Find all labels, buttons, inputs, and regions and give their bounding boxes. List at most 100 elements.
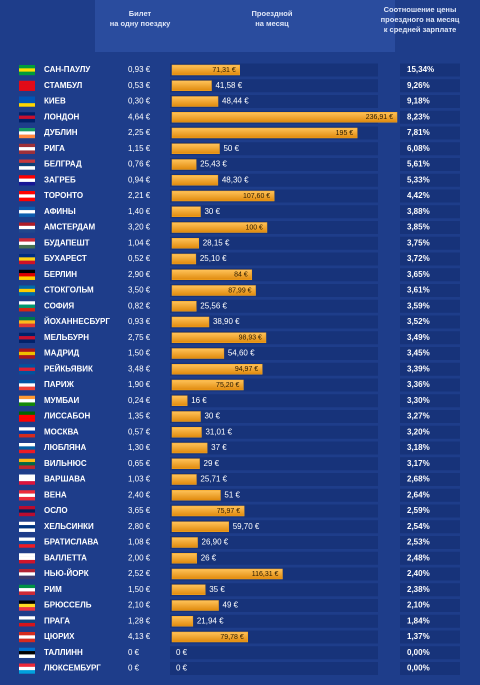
value-label: 100 € [245, 224, 263, 231]
bar [171, 427, 202, 438]
city-label: КИЕВ [44, 97, 66, 106]
value-label: 87,99 € [228, 287, 251, 294]
bar [171, 348, 225, 359]
ticket-price: 0,30 € [128, 97, 151, 106]
value-label: 48,44 € [222, 97, 249, 106]
flag-stripe [19, 654, 35, 658]
bar [171, 127, 358, 139]
ratio-panel [400, 205, 460, 219]
ratio-label: 3,27% [407, 412, 430, 421]
flag-stripe [19, 663, 35, 668]
flag-stripe [19, 99, 35, 104]
ticket-price: 0,52 € [128, 254, 151, 263]
bar [171, 411, 201, 422]
bar [171, 285, 256, 296]
value-label: 116,31 € [252, 571, 279, 578]
value-label: 84 € [234, 272, 248, 279]
flag-stripe [19, 540, 35, 545]
bar [171, 190, 275, 202]
ratio-label: 2,10% [407, 601, 430, 610]
bar [171, 395, 188, 406]
ticket-price: 0,65 € [128, 459, 151, 468]
bar [171, 521, 229, 532]
flag-stripe [19, 175, 35, 179]
ticket-price: 2,52 € [128, 569, 151, 578]
flag-stripe [19, 103, 35, 107]
value-label: 75,20 € [216, 382, 239, 389]
ratio-panel [400, 331, 460, 345]
city-label: ПАРИЖ [44, 380, 75, 389]
bar [171, 458, 200, 469]
flag-stripe [19, 528, 35, 532]
bar [171, 301, 197, 312]
flag-stripe [19, 411, 35, 416]
city-label: ЛЮКСЕМБУРГ [44, 664, 101, 673]
ticket-price: 3,65 € [128, 506, 151, 515]
ticket-price: 0,94 € [128, 175, 151, 184]
value-label: 59,70 € [233, 522, 260, 531]
bar-panel [170, 315, 378, 329]
ratio-panel [400, 504, 460, 518]
flag-stripe [19, 147, 35, 151]
ratio-label: 2,53% [407, 538, 430, 547]
city-label: МАДРИД [44, 349, 80, 358]
flag-stripe [19, 402, 35, 406]
ratio-label: 2,40% [407, 569, 430, 578]
column-header: на одну поездку [110, 19, 171, 28]
ticket-price: 1,03 € [128, 475, 151, 484]
bar [171, 206, 201, 217]
flag-stripe [19, 178, 35, 183]
ratio-panel [400, 158, 460, 171]
ratio-panel [400, 551, 460, 565]
ticket-price: 0 € [128, 664, 140, 673]
ratio-panel [400, 189, 460, 203]
ratio-panel [400, 63, 460, 77]
column-header: к средней зарплате [384, 25, 457, 34]
city-label: ВАРШАВА [44, 475, 86, 484]
flag-stripe [19, 118, 35, 123]
ratio-panel [400, 536, 460, 549]
ticket-price: 1,28 € [128, 616, 151, 625]
bar [171, 553, 197, 564]
flag-stripe [19, 506, 35, 510]
ratio-label: 3,36% [407, 380, 430, 389]
flag-stripe [19, 254, 35, 258]
city-label: НЬЮ-ЙОРК [44, 569, 89, 578]
flag-stripe [19, 490, 35, 494]
bar-panel [170, 441, 378, 455]
bar [171, 631, 249, 643]
flag-stripe [19, 323, 35, 328]
flag-stripe [19, 446, 35, 450]
ratio-panel [400, 599, 460, 612]
ratio-label: 2,48% [407, 553, 430, 562]
flag-stripe [19, 71, 35, 76]
city-label: ЦЮРИХ [44, 632, 75, 641]
bar-panel [170, 662, 378, 675]
bar [171, 222, 268, 233]
bar-panel [170, 488, 378, 502]
bar [171, 584, 206, 595]
flag-stripe [19, 213, 35, 217]
flag-stripe [19, 622, 35, 627]
flag-stripe [19, 348, 35, 353]
value-label: 21,94 € [197, 616, 224, 625]
value-label: 26 € [201, 553, 217, 562]
ratio-panel [400, 457, 460, 471]
ticket-price: 1,35 € [128, 412, 151, 421]
ticket-price: 2,21 € [128, 191, 151, 200]
city-label: ЛОНДОН [44, 112, 80, 121]
ticket-price: 1,08 € [128, 538, 151, 547]
flag-stripe [19, 433, 35, 438]
flag-stripe [19, 525, 35, 529]
bar [171, 616, 194, 627]
bar-panel [170, 614, 378, 628]
city-label: БУХАРЕСТ [44, 254, 87, 263]
city-label: АФИНЫ [44, 207, 76, 216]
ratio-panel [400, 347, 460, 360]
ticket-price: 0,93 € [128, 65, 151, 74]
ratio-panel [400, 110, 460, 124]
bar [171, 379, 244, 391]
flag-stripe [19, 414, 35, 419]
bar-panel [170, 142, 378, 156]
flag-stripe [19, 443, 35, 447]
